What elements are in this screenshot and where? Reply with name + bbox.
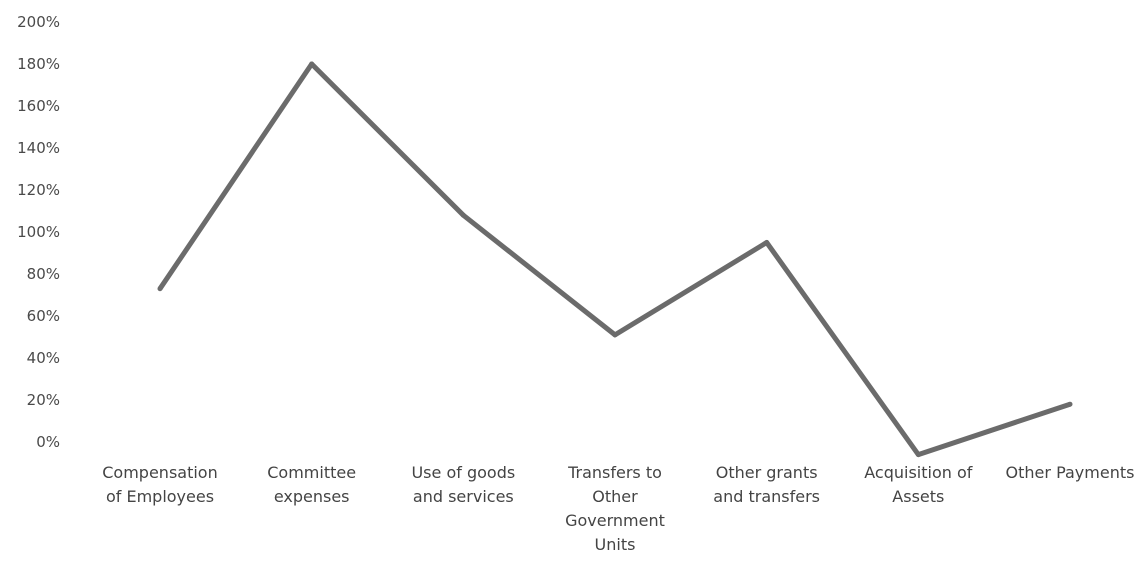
x-category-label-line: Units (595, 535, 636, 554)
x-category-label: Committee expenses (267, 463, 356, 506)
data-point (915, 452, 921, 458)
y-tick-label: 120% (17, 181, 60, 199)
data-point (157, 286, 163, 292)
x-category-label-line: expenses (274, 487, 350, 506)
y-tick-label: 80% (27, 265, 60, 283)
x-category-label-line: and transfers (713, 487, 820, 506)
x-category-label: Compensation of Employees (102, 463, 217, 506)
y-tick-label: 160% (17, 97, 60, 115)
data-point (1067, 401, 1073, 407)
series-line (157, 61, 1071, 458)
x-axis: Compensation of Employees Committee expense… (102, 463, 1134, 554)
y-tick-label: 40% (27, 349, 60, 367)
series-group (157, 61, 1073, 458)
x-category-label-line: and services (413, 487, 514, 506)
x-category-label: Use of goods and services (411, 463, 515, 506)
y-tick-label: 20% (27, 391, 60, 409)
data-point (612, 332, 618, 338)
data-point (309, 61, 315, 67)
y-axis: 0% 20% 40% 60% 80% 100% 120% 140% 160% 180% 200% (17, 13, 60, 451)
x-category-label-line: Other Payments (1006, 463, 1135, 482)
x-category-label-line: Compensation (102, 463, 217, 482)
x-category-label: Acquisition of Assets (864, 463, 973, 506)
x-category-label-line: Use of goods (411, 463, 515, 482)
x-category-label-line: Committee (267, 463, 356, 482)
x-category-label-line: Government (565, 511, 665, 530)
x-category-label-line: Assets (892, 487, 944, 506)
data-point (764, 240, 770, 245)
y-tick-label: 100% (17, 223, 60, 241)
y-tick-label: 180% (17, 55, 60, 73)
x-category-label-line: of Employees (106, 487, 214, 506)
y-tick-label: 60% (27, 307, 60, 325)
x-category-label: Other grants and transfers (713, 463, 820, 506)
y-tick-label: 200% (17, 13, 60, 31)
data-point (460, 212, 466, 218)
x-category-label-line: Other grants (716, 463, 818, 482)
x-category-label-line: Other (592, 487, 638, 506)
x-category-label: Transfers to Other Government Units (565, 463, 665, 554)
y-tick-label: 0% (36, 433, 60, 451)
x-category-label: Other Payments (1006, 463, 1135, 482)
x-category-label-line: Acquisition of (864, 463, 973, 482)
x-category-label-line: Transfers to (567, 463, 662, 482)
y-tick-label: 140% (17, 139, 60, 157)
